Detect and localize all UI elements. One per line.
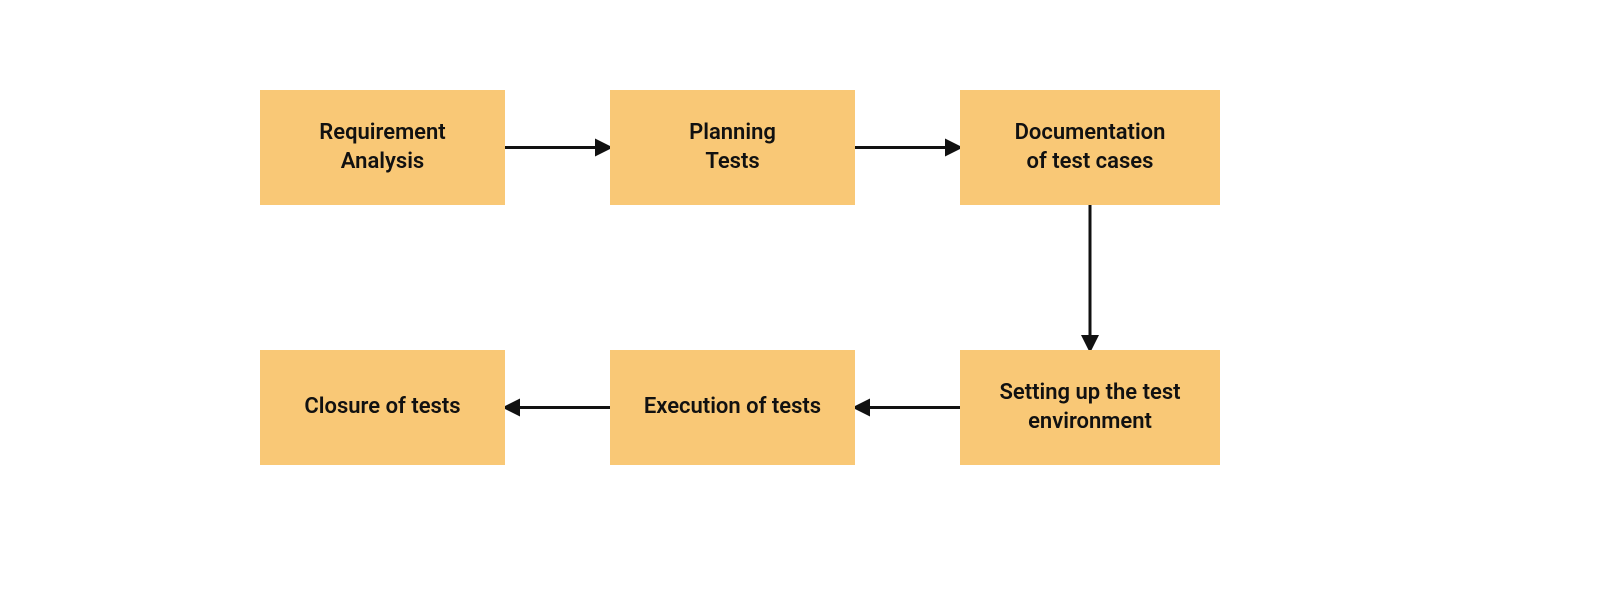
flowchart-canvas: Requirement Analysis Planning Tests Docume…: [0, 0, 1616, 596]
flowchart-node-label: Closure of tests: [304, 393, 460, 422]
flowchart-node-n3: Documentation of test cases: [960, 90, 1220, 205]
flowchart-node-n6: Closure of tests: [260, 350, 505, 465]
flowchart-node-n1: Requirement Analysis: [260, 90, 505, 205]
flowchart-node-n2: Planning Tests: [610, 90, 855, 205]
flowchart-node-label: Planning Tests: [689, 119, 776, 176]
flowchart-node-label: Documentation of test cases: [1015, 119, 1166, 176]
flowchart-node-label: Execution of tests: [644, 393, 821, 422]
flowchart-node-label: Requirement Analysis: [319, 119, 445, 176]
flowchart-node-n4: Setting up the test environment: [960, 350, 1220, 465]
flowchart-node-n5: Execution of tests: [610, 350, 855, 465]
flowchart-node-label: Setting up the test environment: [999, 379, 1180, 436]
